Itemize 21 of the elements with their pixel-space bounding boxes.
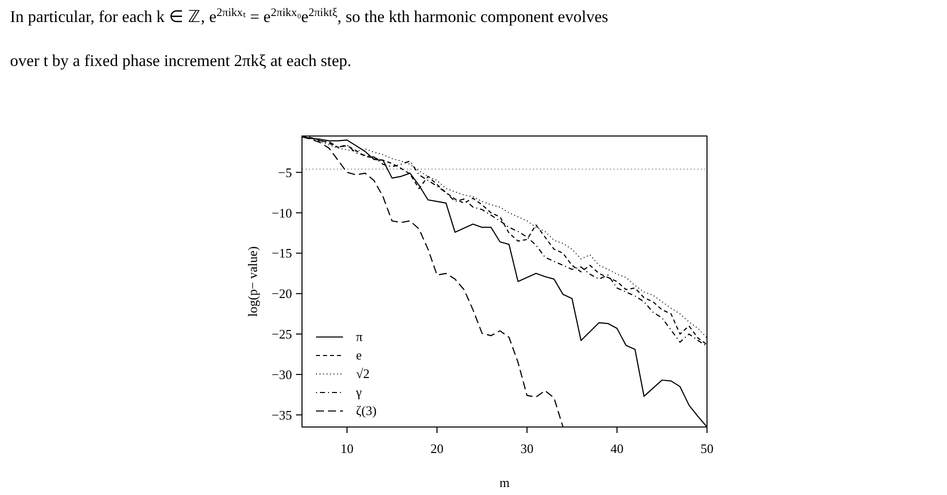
y-tick-label: −35	[272, 407, 292, 422]
y-tick-label: −20	[272, 286, 292, 302]
y-tick-label: −30	[272, 366, 292, 382]
legend-label: γ	[355, 384, 362, 400]
x-tick-label: 30	[520, 441, 534, 456]
x-tick-label: 40	[610, 441, 624, 456]
text: In particular, for each k ∈ ℤ, e$^{2πikxₜ}$ = e$^{2πikx₀}$e$^{2πiktξ}$, so the kth harmonic component evolves	[10, 7, 608, 26]
x-axis-title: m	[499, 475, 510, 490]
legend-label: ζ(3)	[356, 403, 377, 418]
x-tick-label: 20	[430, 441, 444, 456]
text: over t by a fixed phase increment 2πkξ at each step.	[10, 51, 352, 70]
y-axis-title: log(p− value)	[245, 246, 260, 317]
y-tick-label: −25	[272, 326, 292, 342]
x-tick-label: 10	[340, 441, 354, 456]
y-tick-label: −5	[278, 164, 292, 180]
x-tick-label: 50	[700, 441, 714, 456]
legend-label: √2	[356, 366, 370, 381]
y-tick-label: −15	[272, 246, 292, 261]
legend-label: e	[356, 348, 362, 362]
y-tick-label: −10	[272, 205, 292, 220]
legend-label: π	[356, 329, 363, 344]
